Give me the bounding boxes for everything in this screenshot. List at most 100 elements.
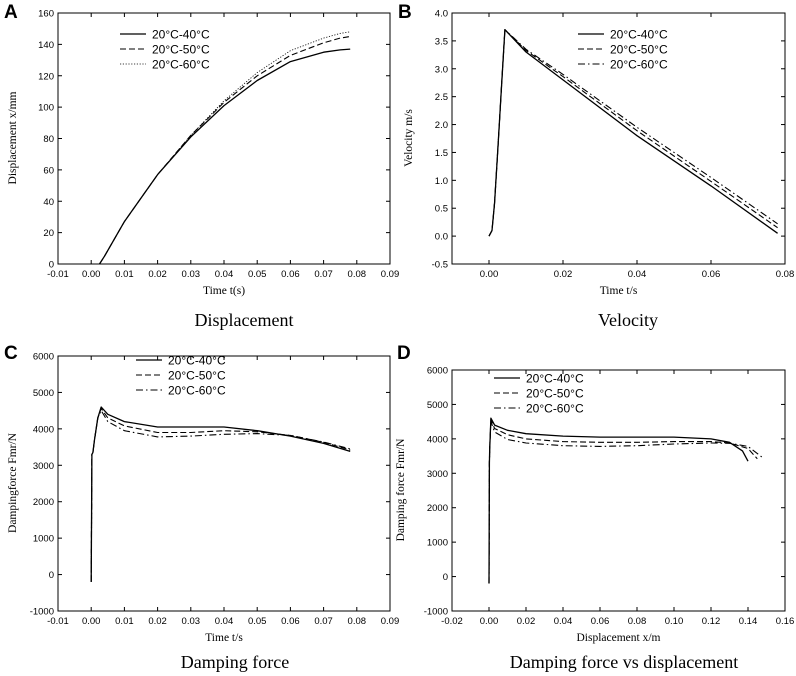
series-line-dashdot [488, 421, 764, 584]
y-tick-label: 0 [49, 570, 54, 581]
y-tick-label: 5000 [427, 400, 448, 411]
x-tick-label: 0.02 [148, 616, 167, 627]
y-tick-label: 4.0 [435, 9, 448, 20]
plot-d: -0.02 0.00 0.02 0.04 0.06 0.08 0.10 0.12 0.14 0.1… [395, 366, 794, 645]
legend-label: 20°C-40°C [152, 28, 210, 42]
x-tick-label: -0.02 [441, 616, 463, 627]
y-tick-label: 120 [38, 71, 54, 82]
x-tick-label: 0.14 [739, 616, 758, 627]
x-tick-label: 0.10 [665, 616, 684, 627]
panel-letter-c: C [4, 343, 18, 364]
x-tick-label: 0.04 [554, 616, 573, 627]
legend-label: 20°C-60°C [152, 58, 210, 72]
legend-label: 20°C-50°C [168, 369, 226, 383]
y-tick-label: 2000 [427, 503, 448, 514]
y-tick-label: 3.5 [435, 36, 448, 47]
series-line-dashed [90, 407, 351, 582]
y-tick-label: 100 [38, 103, 54, 114]
plot-frame [57, 12, 391, 265]
series-line-solid [98, 48, 351, 265]
y-tick-label: 60 [43, 165, 54, 176]
x-tick-label: 0.16 [776, 616, 795, 627]
y-tick-label: 2.0 [435, 120, 448, 131]
series-line-dashed [488, 419, 758, 584]
legend-label: 20°C-50°C [152, 43, 210, 57]
caption-a: Displacement [195, 310, 294, 330]
legend-label: 20°C-60°C [168, 384, 226, 398]
legend-label: 20°C-60°C [526, 402, 584, 416]
y-tick-label: 0.0 [435, 232, 448, 243]
y-axis-title: Dampingforce Fmr/N [7, 432, 19, 533]
x-tick-label: 0.04 [215, 616, 234, 627]
x-tick-label: 0.07 [314, 269, 333, 280]
x-tick-label: 0.02 [148, 269, 167, 280]
y-tick-label: 2.5 [435, 92, 448, 103]
legend-label: 20°C-40°C [610, 28, 668, 42]
x-tick-label: 0.08 [348, 616, 367, 627]
y-tick-label: 4000 [33, 424, 54, 435]
y-tick-label: 160 [38, 9, 54, 20]
y-tick-label: 3.0 [435, 64, 448, 75]
y-tick-label: -1000 [30, 607, 54, 618]
legend-label: 20°C-50°C [610, 43, 668, 57]
caption-b: Velocity [598, 310, 658, 330]
plot-a: -0.01 0.00 0.01 0.02 0.03 0.04 0.05 0.06 0.07 0.0… [7, 9, 399, 298]
y-tick-label: 1000 [427, 538, 448, 549]
series-line-dashed [99, 35, 351, 265]
plot-frame [451, 12, 786, 265]
x-tick-label: 0.02 [517, 616, 536, 627]
x-tick-label: 0.00 [480, 269, 499, 280]
x-tick-label: 0.08 [348, 269, 367, 280]
x-tick-label: 0.08 [628, 616, 647, 627]
x-tick-label: 0.01 [115, 269, 134, 280]
y-axis-title: Displacement x/mm [7, 91, 19, 184]
y-tick-label: 5000 [33, 388, 54, 399]
x-axis-title: Time t(s) [203, 285, 245, 297]
x-tick-label: 0.06 [591, 616, 610, 627]
x-tick-label: 0.05 [248, 269, 267, 280]
panel-letter-a: A [4, 2, 18, 23]
y-tick-label: 140 [38, 40, 54, 51]
y-axis-title: Damping force Fmr/N [395, 438, 407, 542]
y-tick-label: 0.5 [435, 204, 448, 215]
panel-a: A -0.01 0.00 0.01 0.02 0.03 0.04 0.05 0.06 0.07 0… [4, 2, 399, 330]
panel-c: C -0.01 0.00 0.01 0.02 0.03 0.04 0.05 0.06 0.07 0… [4, 343, 399, 672]
caption-c: Damping force [181, 652, 289, 672]
x-tick-label: 0.07 [314, 616, 333, 627]
x-tick-label: 0.09 [381, 616, 400, 627]
x-tick-label: 0.12 [702, 616, 721, 627]
plot-frame [451, 369, 786, 612]
y-tick-label: 1.5 [435, 148, 448, 159]
x-tick-label: 0.06 [281, 616, 300, 627]
legend-label: 20°C-50°C [526, 387, 584, 401]
y-tick-label: 4000 [427, 434, 448, 445]
x-tick-label: 0.00 [82, 616, 101, 627]
panel-letter-b: B [398, 2, 412, 23]
y-tick-label: 2000 [33, 497, 54, 508]
x-axis-title: Time t/s [205, 632, 243, 644]
series-line-solid [90, 406, 351, 582]
x-tick-label: 0.01 [115, 616, 134, 627]
panel-letter-d: D [397, 343, 411, 364]
y-tick-label: 3000 [33, 461, 54, 472]
series-line-dotted [99, 31, 351, 265]
series-line-dashdot [90, 410, 351, 582]
x-tick-label: 0.04 [215, 269, 234, 280]
x-tick-label: 0.00 [82, 269, 101, 280]
legend-label: 20°C-60°C [610, 58, 668, 72]
y-tick-label: 20 [43, 228, 54, 239]
panel-d: D -0.02 0.00 0.02 0.04 0.06 0.08 0.10 0.12 0.14 0… [395, 343, 794, 672]
x-tick-label: 0.08 [776, 269, 795, 280]
x-tick-label: 0.04 [628, 269, 647, 280]
caption-d: Damping force vs displacement [510, 652, 738, 672]
series-line-dashdot [488, 29, 778, 237]
x-axis-title: Time t/s [600, 285, 638, 297]
y-tick-label: -0.5 [432, 260, 448, 271]
x-tick-label: -0.01 [47, 269, 69, 280]
legend-label: 20°C-40°C [168, 354, 226, 368]
x-tick-label: 0.03 [182, 616, 201, 627]
y-tick-label: 40 [43, 197, 54, 208]
x-tick-label: 0.00 [480, 616, 499, 627]
legend-label: 20°C-40°C [526, 372, 584, 386]
